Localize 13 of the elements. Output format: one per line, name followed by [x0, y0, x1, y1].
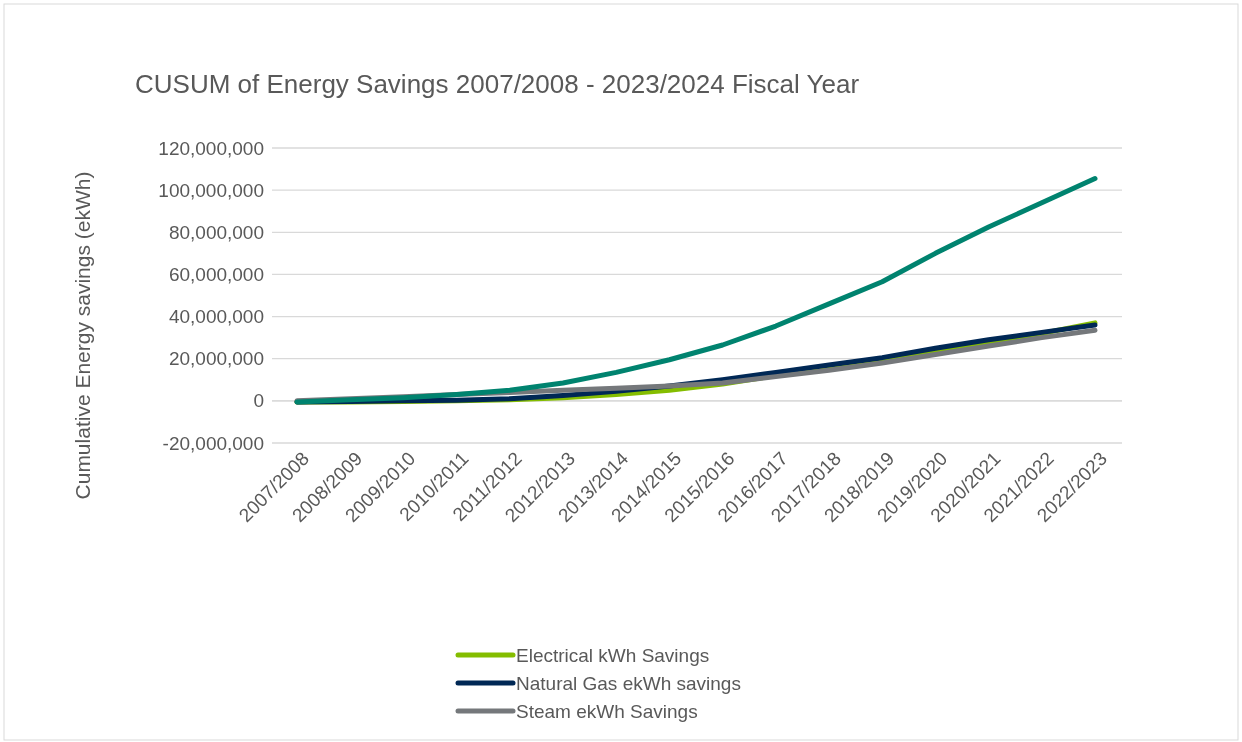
legend-label: Natural Gas ekWh savings [516, 672, 741, 694]
y-tick-label: 100,000,000 [158, 179, 264, 201]
legend-label: Steam ekWh Savings [516, 700, 698, 722]
chart-title: CUSUM of Energy Savings 2007/2008 - 2023/2024 Fiscal Year [135, 69, 860, 99]
y-tick-label: 60,000,000 [168, 264, 264, 286]
y-axis-title: Cumulative Energy savings (ekWh) [71, 171, 94, 500]
y-tick-label: 0 [253, 390, 264, 412]
y-tick-label: 120,000,000 [158, 137, 264, 159]
y-tick-label: 20,000,000 [168, 348, 264, 370]
y-tick-label: 40,000,000 [168, 306, 264, 328]
y-tick-label: -20,000,000 [162, 432, 264, 454]
y-tick-label: 80,000,000 [168, 221, 264, 243]
legend-label: Electrical kWh Savings [516, 644, 710, 666]
